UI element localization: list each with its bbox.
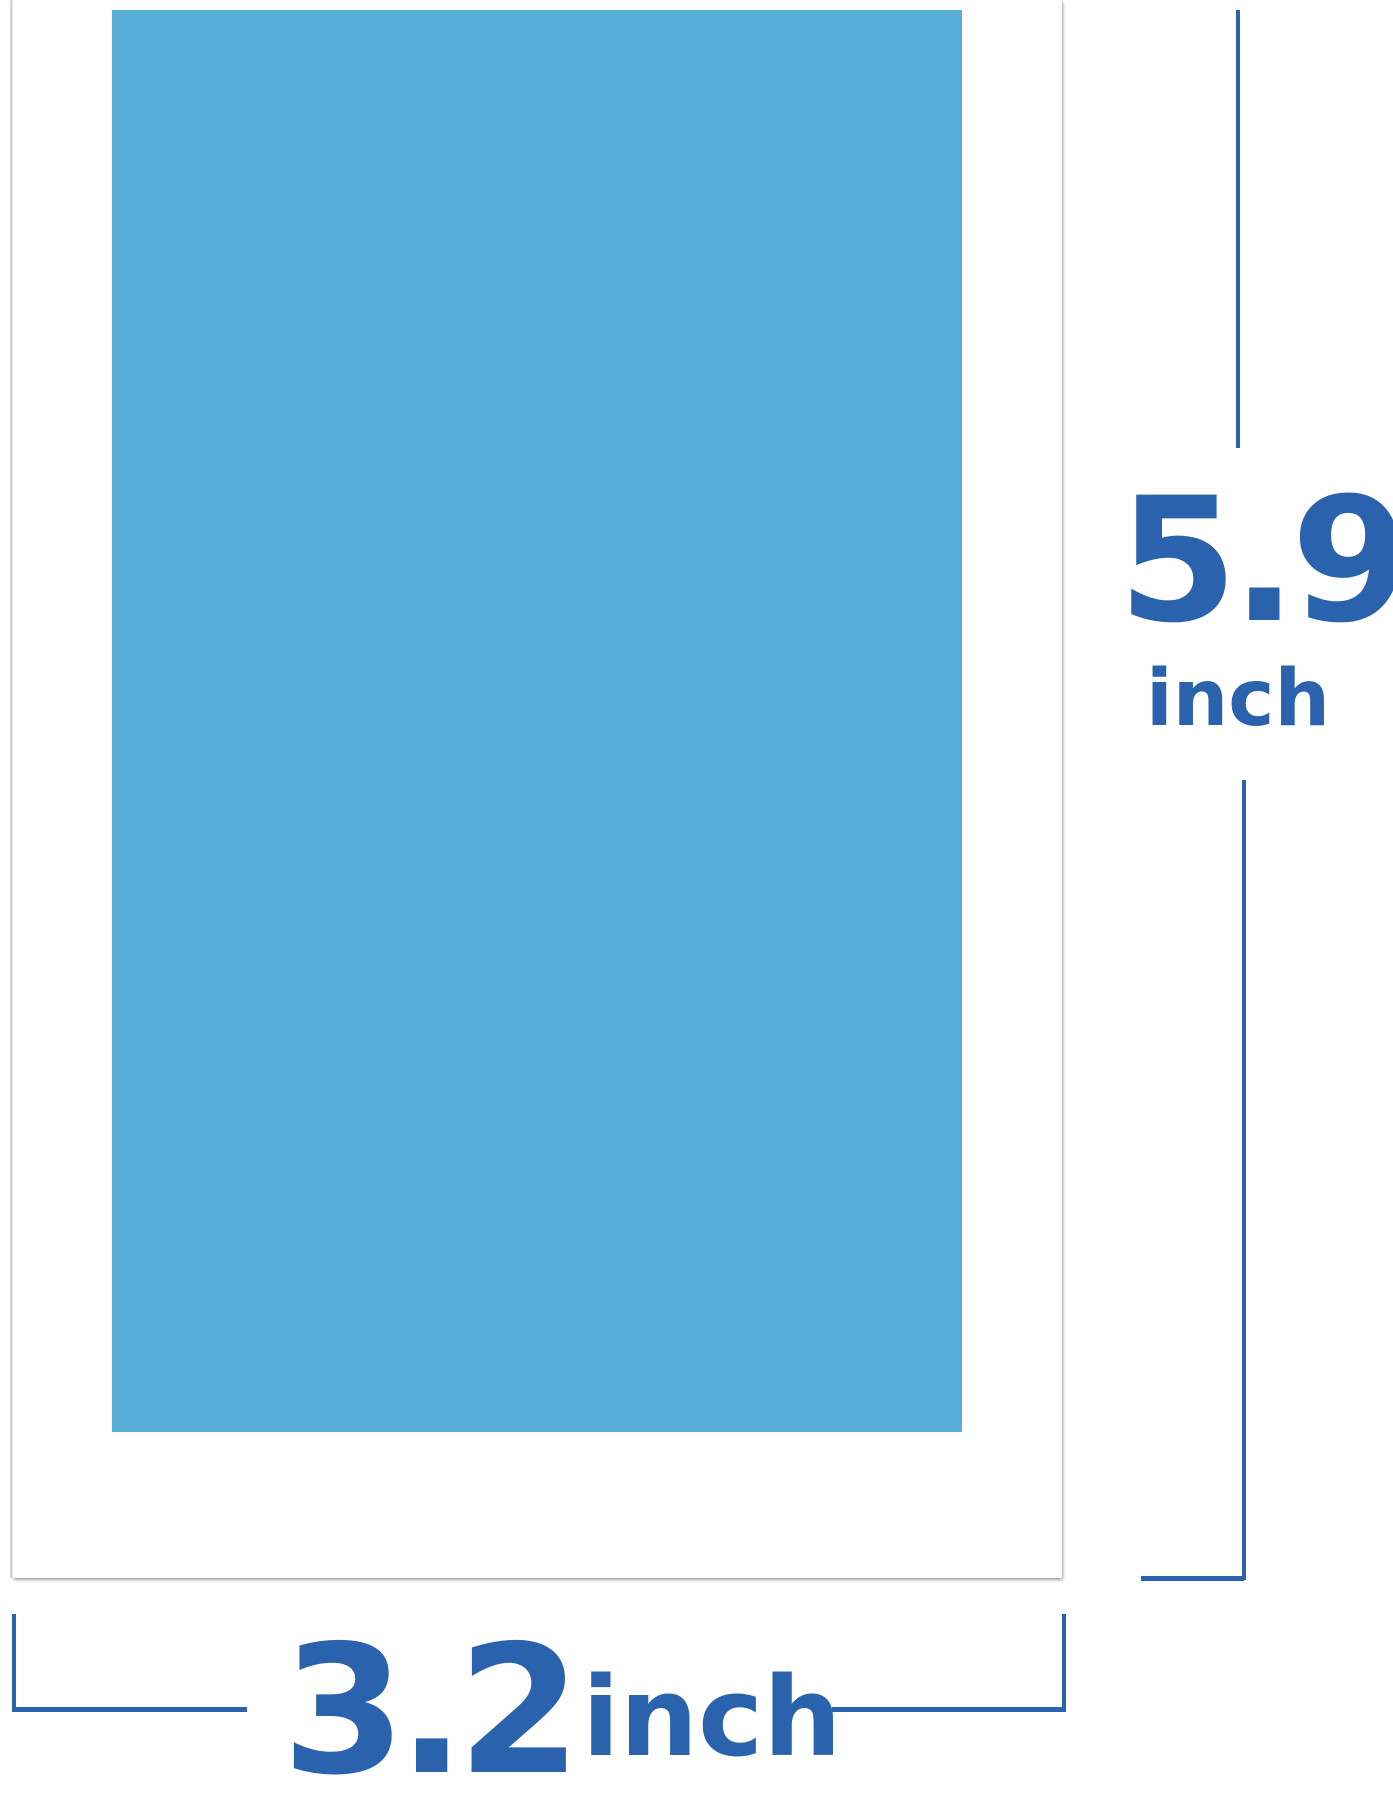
width-dimension-end-tick: [1062, 1614, 1066, 1712]
height-unit: inch: [1146, 654, 1331, 744]
width-value: 3.2: [282, 1607, 581, 1814]
height-dimension-line-bottom: [1242, 780, 1246, 1580]
width-unit: inch: [582, 1653, 842, 1781]
width-dimension-start-tick: [12, 1614, 16, 1711]
height-dimension-end-tick: [1141, 1576, 1244, 1581]
width-dimension-line-left: [12, 1707, 247, 1712]
card-left-edge: [10, 0, 12, 1578]
width-dimension-line-right: [832, 1707, 1066, 1712]
height-dimension-line-top: [1236, 10, 1240, 448]
blue-print-area: [112, 10, 962, 1432]
height-value: 5.9: [1118, 460, 1393, 661]
